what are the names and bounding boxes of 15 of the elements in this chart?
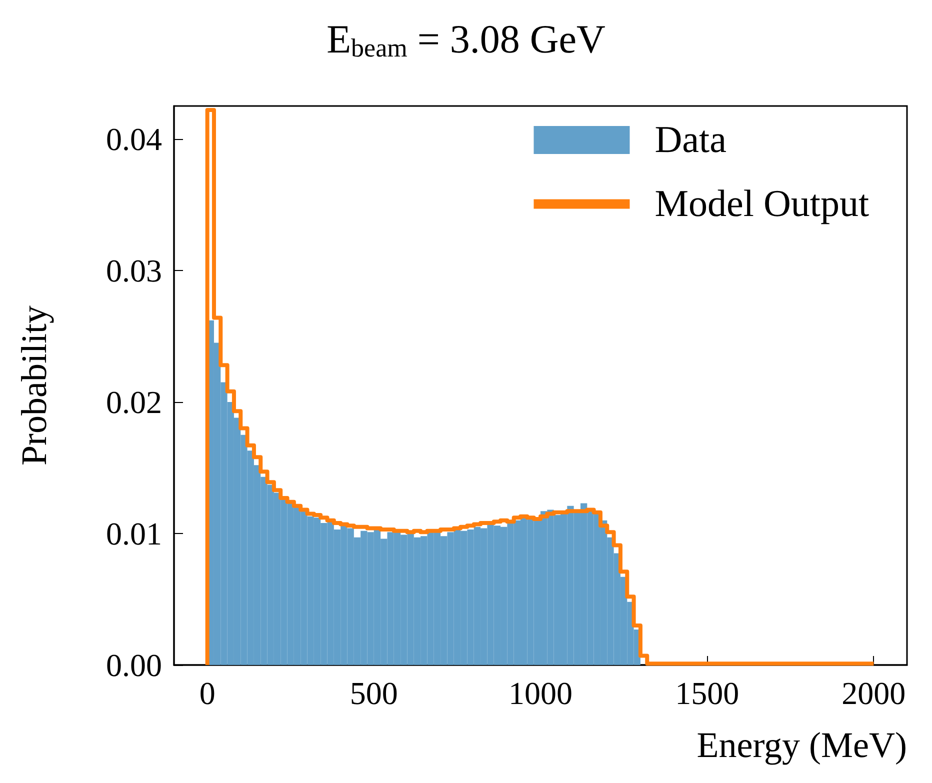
x-tick-label: 500 [350, 675, 398, 711]
x-tick-label: 0 [199, 675, 216, 711]
x-axis-title: Energy (MeV) [696, 725, 907, 765]
y-axis-title: Probability [14, 306, 54, 466]
x-tick-label: 1500 [675, 675, 740, 711]
y-tick-label: 0.02 [106, 384, 162, 420]
chart-title: Ebeam = 3.08 GeV [326, 16, 606, 62]
y-tick-label: 0.01 [106, 515, 162, 552]
legend-label: Model Output [654, 183, 870, 225]
y-tick-label: 0.03 [106, 252, 162, 288]
y-tick-label: 0.00 [106, 647, 162, 683]
legend-label: Data [654, 119, 727, 161]
x-tick-label: 2000 [842, 675, 906, 711]
y-tick-label: 0.04 [106, 120, 162, 157]
x-tick-label: 1000 [508, 675, 572, 711]
